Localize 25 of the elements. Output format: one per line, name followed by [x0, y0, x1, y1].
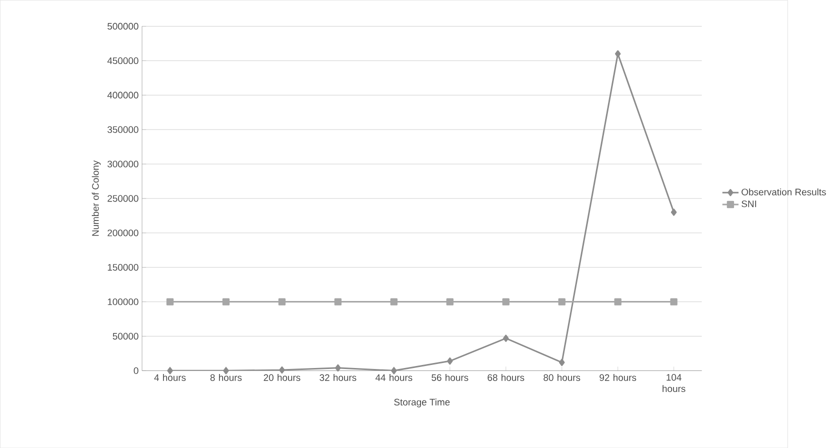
y-tick-label: 100000 [108, 298, 138, 306]
y-tick-label: 350000 [108, 126, 138, 133]
x-tick-label: 4 hours [154, 374, 186, 381]
y-axis-title: Number of Colony [92, 160, 101, 236]
y-tick-label: 500000 [108, 22, 138, 30]
x-tick-label: 80 hours [544, 374, 580, 381]
x-tick-label: 32 hours [320, 374, 356, 381]
y-tick-label: 400000 [107, 92, 138, 98]
x-tick-label: 56 hours [432, 374, 468, 381]
y-tick-label: 50000 [112, 332, 138, 340]
x-tick-label: 68 hours [488, 374, 524, 381]
x-tick-label: 44 hours [376, 374, 412, 381]
legend-label: SNI [742, 200, 756, 208]
y-tick-label: 150000 [108, 264, 138, 271]
x-tick-label: 20 hours [264, 374, 300, 381]
x-tick-label: 8 hours [210, 374, 242, 381]
y-tick-label: 250000 [108, 195, 138, 202]
y-tick-label: 0 [134, 367, 138, 374]
y-tick-label: 300000 [108, 160, 138, 168]
x-axis-title: Storage Time [394, 398, 450, 408]
legend-label: Observation Results [742, 188, 826, 196]
y-tick-label: 450000 [107, 57, 138, 64]
x-tick-label: 104 hours [662, 374, 686, 392]
y-tick-label: 200000 [108, 229, 138, 236]
x-tick-label: 92 hours [600, 374, 636, 381]
